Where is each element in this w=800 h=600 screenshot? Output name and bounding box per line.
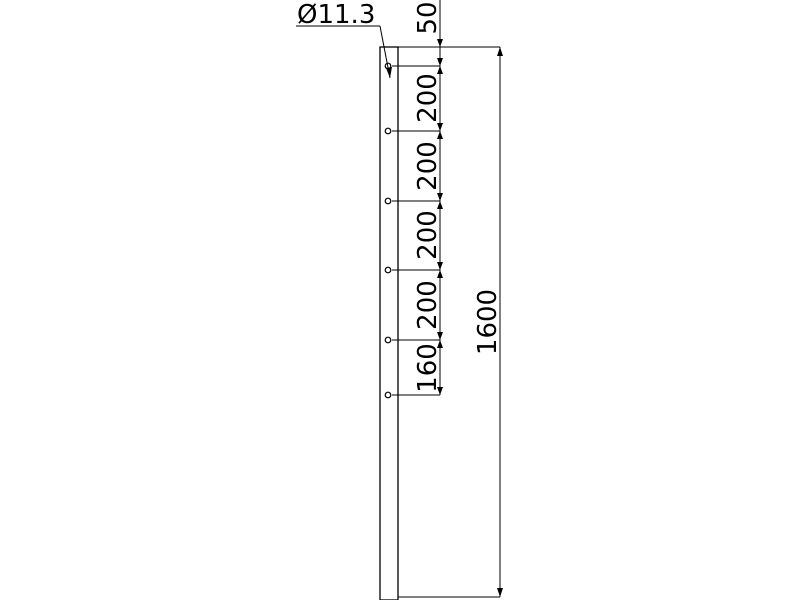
total-arrow-bottom — [497, 588, 503, 597]
spacing-label-2: 200 — [413, 141, 443, 191]
post-outline — [379, 46, 399, 600]
spacing-arrowheads — [437, 39, 443, 395]
hole-3 — [384, 197, 392, 205]
hole-2 — [384, 127, 392, 135]
total-length-label: 1600 — [473, 289, 503, 355]
spacing-label-4: 200 — [413, 280, 443, 330]
total-arrow-top — [497, 47, 503, 56]
top-offset-label: 50 — [413, 1, 443, 34]
diameter-label: Ø11.3 — [297, 0, 375, 30]
hole-5 — [384, 336, 392, 344]
spacing-label-3: 200 — [413, 210, 443, 260]
hole-4 — [384, 266, 392, 274]
diameter-leader — [296, 25, 392, 79]
spacing-label-1: 200 — [413, 73, 443, 123]
extension-lines — [392, 46, 500, 598]
hole-6 — [384, 391, 392, 399]
spacing-label-5: 160 — [413, 343, 443, 393]
